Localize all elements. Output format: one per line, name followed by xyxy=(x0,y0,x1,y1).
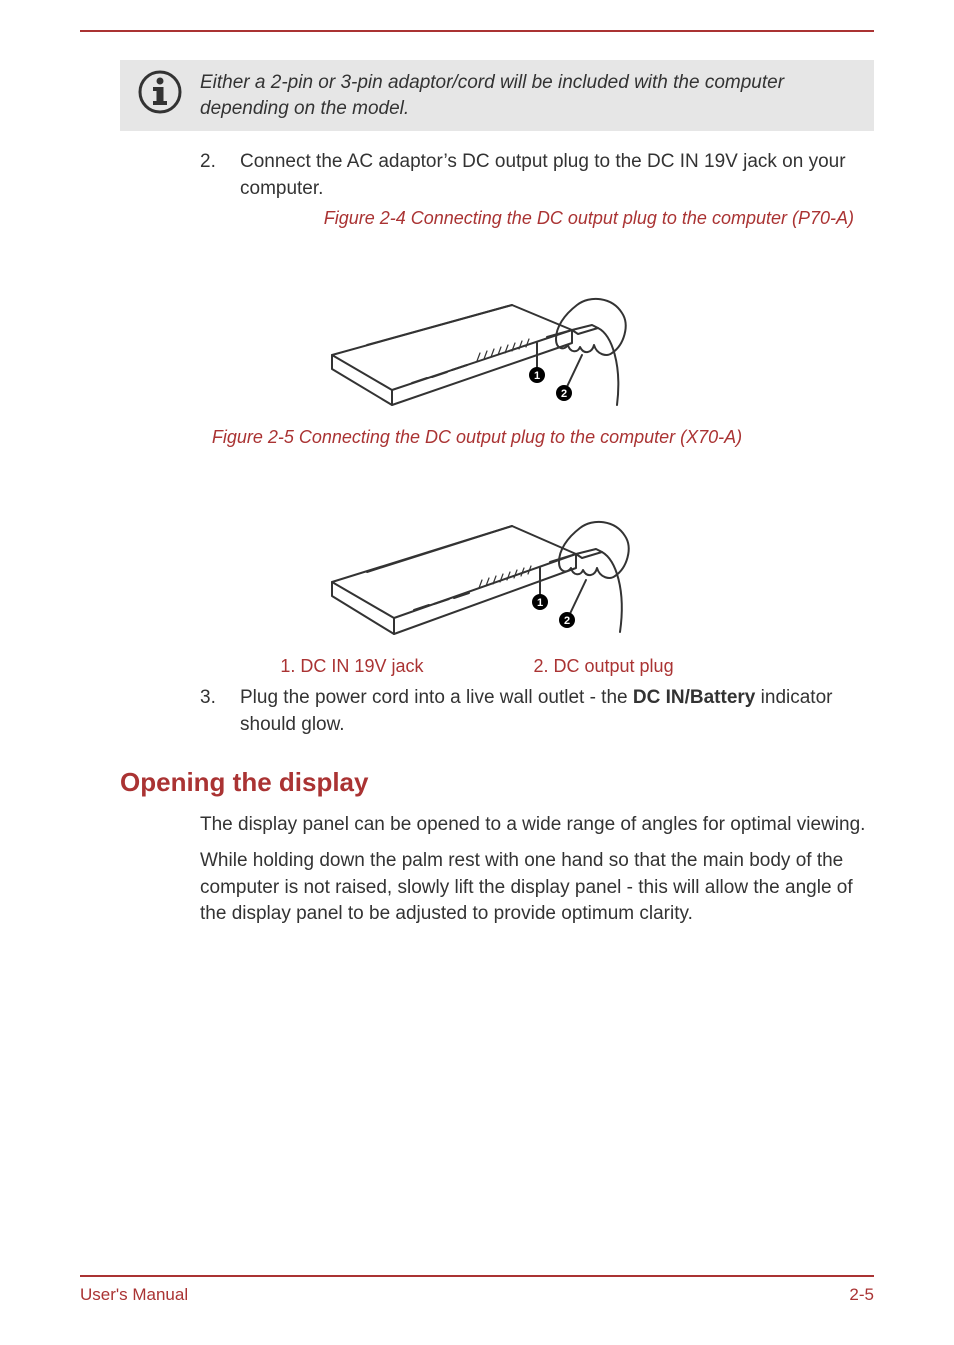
legend-item-1: 1. DC IN 19V jack xyxy=(280,656,423,677)
info-icon xyxy=(138,70,182,114)
footer-right: 2-5 xyxy=(849,1285,874,1305)
step-2: 2. Connect the AC adaptor’s DC output pl… xyxy=(200,149,874,202)
svg-text:1: 1 xyxy=(534,370,540,382)
figure-2-5-art: 1 2 xyxy=(312,454,642,644)
step-3-bold: DC IN/Battery xyxy=(633,687,755,708)
paragraph-2: While holding down the palm rest with on… xyxy=(200,848,874,928)
manual-page: Either a 2-pin or 3-pin adaptor/cord wil… xyxy=(0,0,954,1345)
legend-item-2: 2. DC output plug xyxy=(533,656,673,677)
note-text: Either a 2-pin or 3-pin adaptor/cord wil… xyxy=(200,70,856,121)
footer-row: User's Manual 2-5 xyxy=(80,1285,874,1305)
svg-text:2: 2 xyxy=(564,615,570,627)
svg-text:2: 2 xyxy=(561,388,567,400)
note-box: Either a 2-pin or 3-pin adaptor/cord wil… xyxy=(120,60,874,131)
figure-2-4-art: 1 2 xyxy=(312,235,642,415)
svg-text:1: 1 xyxy=(537,597,543,609)
step-2-number: 2. xyxy=(200,149,240,202)
figure-legend: 1. DC IN 19V jack 2. DC output plug xyxy=(80,656,874,677)
step-3-number: 3. xyxy=(200,685,240,738)
step-3: 3. Plug the power cord into a live wall … xyxy=(200,685,874,738)
bottom-rule xyxy=(80,1275,874,1277)
info-icon-wrap xyxy=(120,70,200,114)
paragraph-1: The display panel can be opened to a wid… xyxy=(200,812,874,839)
figure-2-4: 1 2 xyxy=(80,235,874,415)
figure-2-5: 1 2 xyxy=(80,454,874,644)
step-3-pre: Plug the power cord into a live wall out… xyxy=(240,687,633,708)
figure-2-5-caption: Figure 2-5 Connecting the DC output plug… xyxy=(80,427,874,448)
top-rule xyxy=(80,30,874,32)
step-3-text: Plug the power cord into a live wall out… xyxy=(240,685,874,738)
figure-2-4-caption: Figure 2-4 Connecting the DC output plug… xyxy=(80,208,854,229)
section-heading: Opening the display xyxy=(120,767,874,798)
footer-left: User's Manual xyxy=(80,1285,188,1305)
page-footer: User's Manual 2-5 xyxy=(80,1275,874,1305)
step-2-text: Connect the AC adaptor’s DC output plug … xyxy=(240,149,874,202)
